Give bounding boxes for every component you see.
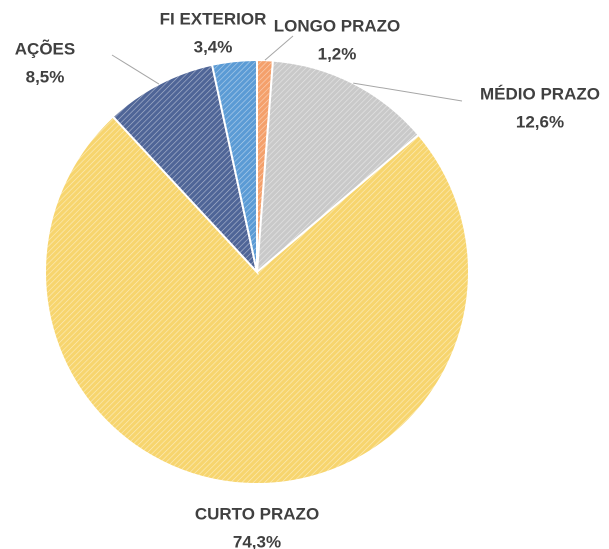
slice-value-label: 12,6% [516,112,564,131]
slice-category-label: MÉDIO PRAZO [480,84,600,103]
leader-line [264,35,294,61]
slice-category-label: LONGO PRAZO [274,16,401,35]
slice-category-label: FI EXTERIOR [160,9,267,28]
slice-value-label: 8,5% [26,67,65,86]
leader-line [111,54,160,85]
slice-value-label: 1,2% [318,44,357,63]
slice-value-label: 74,3% [233,532,281,549]
slice-category-label: CURTO PRAZO [195,504,319,523]
slice-value-label: 3,4% [194,37,233,56]
leader-line [353,82,463,102]
slice-category-label: AÇÕES [15,38,75,58]
